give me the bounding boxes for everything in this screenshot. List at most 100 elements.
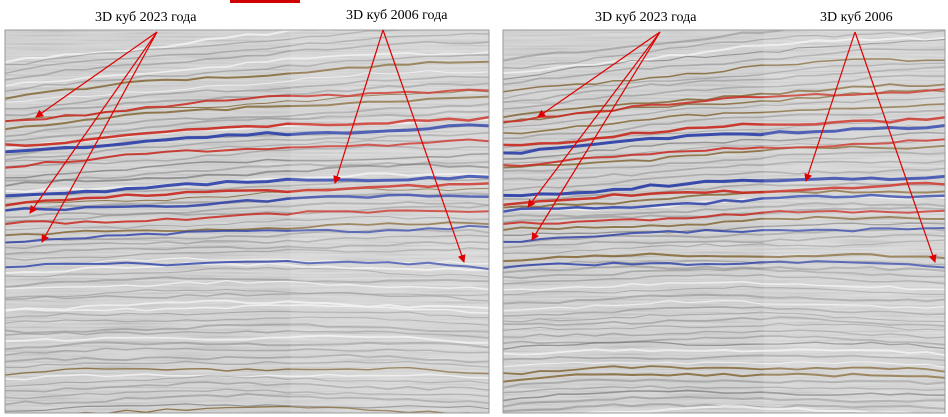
horizons-left: [5, 30, 489, 413]
seismic-reflector: [5, 221, 489, 237]
seismic-reflector: [5, 200, 489, 219]
seismic-reflector: [5, 182, 489, 207]
seismic-reflector: [503, 201, 945, 218]
seismic-reflector: [5, 138, 489, 169]
seismic-reflector: [503, 378, 945, 389]
seismic-reflector: [5, 32, 489, 75]
seismic-reflector: [503, 30, 787, 62]
seismic-reflector: [503, 174, 945, 198]
seismic-reflector: [503, 389, 945, 402]
seismic-reflector: [5, 388, 489, 400]
seismic-reflector: [5, 310, 489, 319]
seismic-reflector: [503, 189, 945, 209]
seismic-reflector: [503, 395, 945, 408]
seismic-reflector: [5, 102, 489, 138]
seismic-reflector: [5, 172, 489, 193]
panel-left-frame: [4, 29, 490, 414]
seismic-reflector: [5, 259, 489, 271]
seismic-reflector: [503, 311, 945, 323]
seismic-reflector: [5, 316, 489, 326]
seismic-reflector: [503, 159, 945, 181]
seismic-reflector: [503, 260, 945, 267]
seismic-reflector: [503, 341, 945, 350]
seismic-reflector: [5, 152, 489, 179]
seismic-reflector: [5, 262, 489, 275]
label-right-2006: 3D куб 2006: [820, 10, 893, 25]
seismic-reflector: [5, 291, 489, 302]
seismic-reflector: [5, 209, 489, 226]
seismic-reflector: [5, 334, 489, 344]
seismic-reflector: [503, 335, 945, 346]
seismic-reflector: [503, 273, 945, 285]
seismic-reflector: [503, 267, 945, 280]
seismic-reflector: [5, 341, 489, 351]
seismic-reflector: [5, 216, 489, 231]
seismic-reflector: [5, 193, 489, 212]
seismic-reflector: [503, 117, 945, 149]
seismic-reflector: [5, 224, 489, 244]
seismic-reflector: [503, 62, 945, 100]
seismic-reflector: [5, 54, 489, 93]
seismic-reflector: [503, 131, 945, 160]
seismic-reflector: [5, 330, 489, 339]
seismic-reflector: [503, 260, 945, 269]
seismic-reflector: [503, 144, 945, 169]
seismic-reflector: [5, 82, 489, 117]
seismic-reflector: [5, 174, 489, 198]
seismic-reflector: [503, 96, 945, 129]
horizons-right: [503, 30, 945, 413]
seismic-reflector: [5, 279, 489, 291]
seismic-reflector: [503, 124, 945, 155]
label-right-2023: 3D куб 2023 года: [595, 10, 697, 25]
seismic-reflector: [5, 247, 489, 261]
arrow-2023-left-b: [29, 31, 158, 214]
seismic-reflector: [503, 227, 945, 244]
seismic-reflector: [503, 372, 945, 383]
seismic-reflector: [5, 353, 489, 364]
seismic-reflector: [503, 66, 945, 104]
seismic-reflector: [5, 375, 489, 387]
seismic-reflector: [5, 323, 489, 334]
seismic-panel-left: [5, 30, 489, 413]
seismic-reflector: [5, 131, 489, 161]
annotation-arrows-left: [29, 29, 466, 263]
seismic-reflector: [5, 234, 489, 250]
seismic-reflector: [503, 265, 945, 274]
panel-right-frame: [502, 29, 946, 414]
seismic-reflector: [5, 347, 489, 356]
seismic-reflector: [503, 293, 945, 305]
seismic-reflector: [503, 109, 945, 140]
seismic-reflector: [503, 215, 945, 231]
seismic-reflector: [503, 38, 945, 80]
seismic-panel-right: [503, 30, 945, 413]
arrow-2006-left-b: [382, 29, 466, 263]
seismic-reflector: [5, 30, 408, 66]
seismic-reflector: [5, 304, 489, 314]
cube-2006-zone: [290, 30, 489, 413]
seismic-reflector: [503, 280, 945, 291]
arrow-2006-right-a: [804, 31, 856, 182]
seismic-reflector: [5, 110, 489, 143]
seismic-reflector: [503, 58, 945, 93]
cube-2006-zone: [763, 30, 945, 413]
seismic-reflector: [503, 348, 945, 357]
arrow-2023-right-b: [527, 31, 661, 208]
seismic-reflector: [503, 299, 945, 312]
seismic-reflector: [503, 285, 945, 296]
seismic-reflector: [5, 70, 489, 103]
arrow-2023-left-a: [35, 31, 158, 118]
seismic-reflector: [5, 288, 489, 299]
arrow-2006-right-b: [854, 31, 937, 263]
seismic-reflector: [503, 227, 945, 243]
seismic-reflector: [5, 373, 489, 381]
seismic-reflector: [503, 252, 945, 263]
seismic-reflector: [503, 167, 945, 192]
seismic-reflector: [503, 306, 945, 317]
seismic-reflector: [503, 361, 945, 368]
seismic-reflector: [5, 240, 489, 256]
seismic-reflector: [5, 267, 489, 278]
seismic-reflector: [5, 88, 489, 123]
seismic-reflector: [5, 360, 489, 369]
seismic-reflector: [503, 195, 945, 214]
seismic-reflector: [503, 30, 945, 70]
